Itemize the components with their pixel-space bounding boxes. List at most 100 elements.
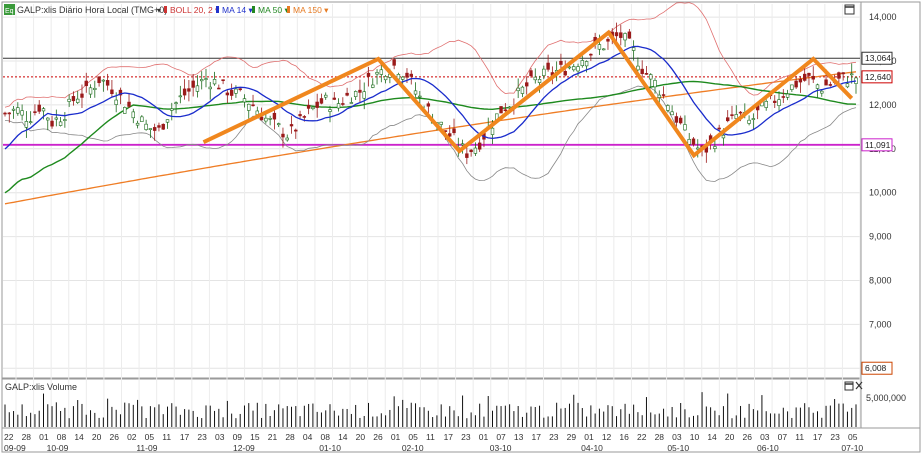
candle-body — [114, 99, 118, 105]
candle-body — [268, 118, 272, 120]
x-day-label: 22 — [637, 432, 647, 442]
candle-body — [426, 103, 431, 107]
candle-body — [678, 117, 683, 124]
x-day-label: 17 — [444, 432, 454, 442]
candle-body — [165, 119, 170, 123]
candle-body — [661, 94, 666, 96]
x-day-label: 03 — [672, 432, 682, 442]
candle-body — [332, 97, 336, 100]
candle-body — [580, 60, 585, 66]
ma150-line — [4, 71, 857, 205]
candle-body — [41, 108, 46, 112]
candle-body — [820, 90, 824, 94]
candle-body — [75, 98, 80, 103]
candle-body — [80, 93, 84, 98]
candle-body — [572, 66, 576, 71]
candle-body — [264, 117, 268, 122]
candle-body — [726, 117, 730, 122]
candle-body — [3, 112, 7, 115]
symbol-label[interactable]: GALP:xlis Diário Hora Local (TMG+0) — [17, 5, 167, 15]
candle-body — [781, 96, 786, 98]
candle-body — [341, 103, 345, 105]
candle-body — [751, 118, 756, 120]
y-tick-label: 10,000 — [869, 188, 897, 198]
candle-body — [529, 70, 533, 77]
x-day-label: 20 — [92, 432, 102, 442]
volume-bars — [4, 392, 857, 427]
candle-body — [807, 72, 811, 76]
x-day-label: 09 — [233, 432, 243, 442]
candle-body — [135, 122, 140, 126]
candle-body — [542, 68, 546, 76]
price-panel — [1, 1, 862, 379]
x-day-label: 26 — [110, 432, 120, 442]
x-day-label: 11 — [795, 432, 804, 442]
candle-body — [191, 80, 195, 88]
candle-body — [589, 53, 593, 56]
indicator-label[interactable]: BOLL 20, 2 ▾ — [170, 5, 220, 15]
x-day-label: 21 — [268, 432, 278, 442]
candle-body — [328, 109, 332, 112]
x-day-label: 11 — [162, 432, 171, 442]
candle-body — [118, 89, 123, 96]
candle-body — [251, 104, 255, 107]
maximize-volume-panel-icon[interactable] — [844, 381, 854, 391]
candle-body — [71, 96, 76, 102]
candle-body — [828, 84, 833, 86]
candle-body — [503, 109, 508, 112]
candle-body — [221, 79, 225, 82]
candle-body — [217, 87, 221, 90]
indicator-label[interactable]: MA 50 ▾ — [258, 5, 289, 15]
candle-body — [559, 60, 563, 65]
x-day-label: 05 — [408, 432, 418, 442]
x-day-label: 26 — [373, 432, 383, 442]
candle-body — [623, 33, 627, 41]
x-month-label: 03-10 — [490, 443, 512, 453]
candle-body — [7, 112, 11, 115]
indicator-label[interactable]: MA 14 ▾ — [222, 5, 253, 15]
candle-body — [773, 100, 777, 103]
symbol-dropdown-icon[interactable]: ▾ — [157, 6, 161, 15]
candle-body — [413, 90, 418, 95]
candle-body — [619, 32, 623, 38]
pattern-zigzag — [202, 29, 854, 159]
x-day-label: 14 — [74, 432, 84, 442]
date-axis — [1, 427, 921, 453]
x-day-label: 15 — [250, 432, 260, 442]
candle-body — [174, 102, 178, 104]
candle-body — [448, 133, 452, 137]
candle-body — [170, 108, 174, 111]
x-day-label: 02 — [127, 432, 137, 442]
candle-body — [371, 84, 375, 88]
zigzag-pattern-line[interactable] — [202, 29, 854, 159]
maximize-price-panel-icon[interactable] — [844, 4, 855, 15]
close-volume-panel-icon[interactable] — [855, 381, 863, 390]
candle-body — [584, 61, 589, 67]
indicator-swatch — [216, 6, 219, 13]
candle-body — [366, 72, 371, 77]
support-price-tag-text: 11,091 — [865, 140, 891, 150]
x-day-label: 17 — [180, 432, 190, 442]
x-month-label: 09-09 — [4, 443, 26, 453]
candle-body — [67, 98, 71, 102]
current-price-tag-text: 12,640 — [865, 72, 891, 82]
y-tick-label: 8,000 — [869, 275, 892, 285]
candle-body — [281, 133, 285, 138]
candle-body — [84, 80, 88, 87]
candle-body — [110, 89, 114, 95]
indicator-label[interactable]: MA 150 ▾ — [293, 5, 329, 15]
candle-body — [123, 107, 127, 114]
upper-price-tag — [861, 51, 893, 65]
x-month-label: 02-10 — [402, 443, 424, 453]
y-tick-label: 7,000 — [869, 319, 892, 329]
x-day-label: 07 — [778, 432, 788, 442]
candle-body — [285, 137, 289, 141]
x-day-label: 23 — [830, 432, 840, 442]
candle-body — [837, 72, 841, 79]
candle-body — [691, 138, 696, 145]
candle-body — [460, 143, 465, 146]
candle-body — [353, 91, 358, 97]
upper-price-tag-text: 13,064 — [865, 53, 891, 63]
